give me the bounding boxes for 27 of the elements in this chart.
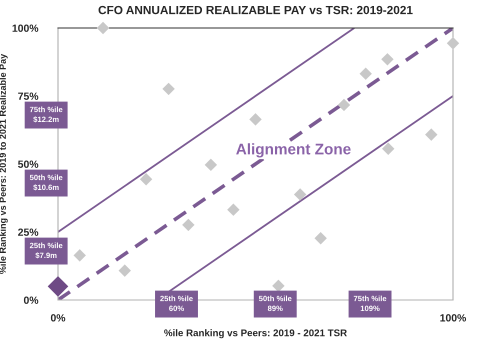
point — [425, 128, 438, 141]
point — [381, 53, 394, 66]
y-tick-label: 50% — [18, 160, 38, 168]
point — [48, 276, 68, 297]
y-tick-label: 25% — [18, 228, 38, 236]
point — [272, 280, 285, 292]
point — [249, 113, 262, 126]
y-tick-label: 75% — [18, 92, 38, 100]
y-tick-label: 100% — [12, 24, 38, 32]
point — [338, 98, 350, 112]
point — [74, 249, 86, 262]
y-tick-label: 0% — [24, 296, 38, 304]
point — [182, 218, 195, 232]
chart-title: CFO ANNUALIZED REALIZABLE PAY vs TSR: 2019-2021 — [98, 6, 413, 14]
point — [96, 22, 110, 34]
point — [204, 158, 218, 172]
point — [140, 173, 152, 186]
point — [359, 67, 372, 80]
annotation: Alignment Zone — [236, 143, 351, 158]
point — [314, 232, 327, 244]
x-axis-title: %ile Ranking vs Peers: 2019 - 2021 TSR — [164, 329, 347, 338]
point — [162, 82, 175, 96]
point — [446, 37, 460, 50]
point — [227, 203, 240, 216]
point — [118, 264, 131, 277]
point — [382, 142, 394, 155]
point — [294, 188, 306, 201]
